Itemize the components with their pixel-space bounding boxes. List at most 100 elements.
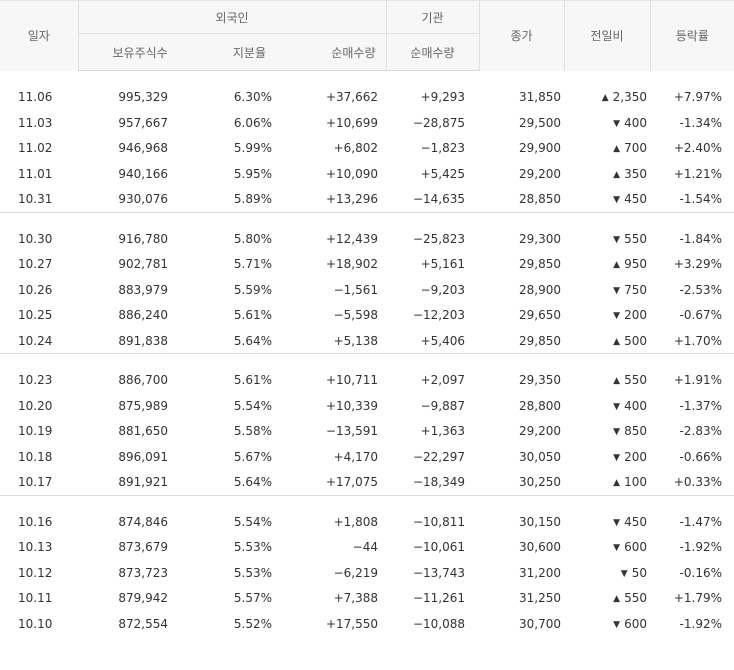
cell-ratio: 5.59% <box>233 282 272 297</box>
header-foreign: 외국인 <box>77 0 386 34</box>
cell-close: 30,600 <box>519 540 561 555</box>
triangle-down-icon: ▼ <box>613 401 621 412</box>
cell-rate: -2.53% <box>679 282 722 297</box>
table-header: 일자 외국인 기관 종가 전일비 등락률 보유주식수 지분율 순매수량 순매수량 <box>0 0 734 71</box>
cell-close: 29,850 <box>519 333 561 348</box>
header-rate: 등락률 <box>649 0 734 71</box>
cell-date: 11.06 <box>18 90 53 105</box>
triangle-down-icon: ▼ <box>613 195 621 205</box>
cell-date: 10.24 <box>18 333 53 348</box>
triangle-down-icon: ▼ <box>613 118 621 129</box>
cell-diff: ▼ 550 <box>564 226 650 252</box>
diff-value: 600 <box>624 540 647 555</box>
cell-diff: ▲ 550 <box>564 586 650 612</box>
header-ratio: 지분율 <box>170 33 276 71</box>
cell-holdings: 995,329 <box>118 90 168 105</box>
cell-foreign-net: +1,808 <box>333 514 378 529</box>
table-row: 10.19 881,650 5.58% −13,591 +1,363 29,200 ▼ 850… <box>0 419 734 445</box>
triangle-up-icon: ▲ <box>613 376 621 387</box>
cell-diff: ▲ 950 <box>564 252 650 278</box>
cell-holdings: 891,921 <box>118 475 168 489</box>
cell-ratio: 6.30% <box>233 90 272 105</box>
triangle-down-icon: ▼ <box>613 234 621 245</box>
cell-diff: ▲ 700 <box>564 136 650 162</box>
diff-value: 450 <box>624 514 647 529</box>
cell-diff: ▼ 450 <box>564 187 650 213</box>
header-foreign-net: 순매수량 <box>276 33 386 71</box>
header-holdings: 보유주식수 <box>77 33 170 71</box>
cell-ratio: 5.89% <box>233 192 272 206</box>
cell-date: 11.03 <box>18 115 53 130</box>
triangle-down-icon: ▼ <box>613 452 621 463</box>
diff-value: 400 <box>624 115 647 130</box>
cell-holdings: 940,166 <box>118 166 168 181</box>
cell-rate: +2.40% <box>673 141 722 156</box>
cell-rate: -0.16% <box>679 565 722 580</box>
cell-date: 10.16 <box>18 514 53 529</box>
cell-foreign-net: +6,802 <box>333 141 378 156</box>
cell-inst-net: −1,823 <box>420 141 465 156</box>
cell-inst-net: −10,061 <box>412 540 465 555</box>
triangle-up-icon: ▲ <box>601 93 609 104</box>
cell-rate: -1.84% <box>679 231 722 246</box>
cell-close: 29,200 <box>519 424 561 439</box>
cell-holdings: 891,838 <box>118 333 168 348</box>
table-row: 10.20 875,989 5.54% +10,339 −9,887 28,800 ▼ 400… <box>0 393 734 419</box>
cell-rate: +3.29% <box>673 257 722 272</box>
cell-foreign-net: −5,598 <box>333 308 378 323</box>
cell-foreign-net: +7,388 <box>333 591 378 606</box>
header-diff: 전일비 <box>563 0 650 71</box>
cell-close: 29,650 <box>519 308 561 323</box>
diff-value: 850 <box>624 424 647 439</box>
cell-inst-net: −22,297 <box>412 449 465 464</box>
cell-close: 30,700 <box>519 616 561 631</box>
group-separator <box>0 211 734 226</box>
cell-holdings: 875,989 <box>118 398 168 413</box>
cell-holdings: 946,968 <box>118 141 168 156</box>
cell-holdings: 872,554 <box>118 616 168 631</box>
cell-holdings: 916,780 <box>118 231 168 246</box>
cell-ratio: 5.80% <box>233 231 272 246</box>
cell-rate: +1.79% <box>673 591 722 606</box>
cell-rate: -1.92% <box>679 616 722 631</box>
cell-inst-net: −10,811 <box>412 514 465 529</box>
cell-inst-net: −13,743 <box>412 565 465 580</box>
cell-foreign-net: +12,439 <box>325 231 378 246</box>
cell-close: 28,850 <box>519 192 561 206</box>
cell-close: 28,800 <box>519 398 561 413</box>
cell-close: 31,250 <box>519 591 561 606</box>
cell-date: 10.20 <box>18 398 53 413</box>
cell-holdings: 930,076 <box>118 192 168 206</box>
diff-value: 100 <box>624 475 647 489</box>
cell-diff: ▲ 100 <box>564 470 650 496</box>
cell-holdings: 879,942 <box>118 591 168 606</box>
cell-diff: ▲ 550 <box>564 368 650 394</box>
cell-diff: ▼ 750 <box>564 277 650 303</box>
diff-value: 700 <box>624 141 647 156</box>
header-inst-net: 순매수량 <box>385 33 479 71</box>
cell-date: 10.11 <box>18 591 53 606</box>
cell-diff: ▼ 200 <box>564 303 650 329</box>
cell-holdings: 886,240 <box>118 308 168 323</box>
triangle-down-icon: ▼ <box>613 311 621 322</box>
cell-foreign-net: +4,170 <box>333 449 378 464</box>
cell-holdings: 873,679 <box>118 540 168 555</box>
diff-value: 450 <box>624 192 647 206</box>
cell-close: 30,050 <box>519 449 561 464</box>
cell-close: 29,350 <box>519 373 561 388</box>
cell-foreign-net: +37,662 <box>325 90 378 105</box>
cell-foreign-net: +10,339 <box>325 398 378 413</box>
cell-ratio: 5.64% <box>233 333 272 348</box>
cell-ratio: 5.57% <box>233 591 272 606</box>
cell-close: 28,900 <box>519 282 561 297</box>
diff-value: 950 <box>624 257 647 272</box>
cell-date: 10.18 <box>18 449 53 464</box>
cell-ratio: 5.58% <box>233 424 272 439</box>
table-body: 11.06 995,329 6.30% +37,662 +9,293 31,850 ▲ 2,3… <box>0 71 734 637</box>
triangle-down-icon: ▼ <box>620 568 628 579</box>
cell-diff: ▼ 200 <box>564 444 650 470</box>
cell-inst-net: +5,425 <box>420 166 465 181</box>
cell-diff: ▼ 600 <box>564 611 650 637</box>
cell-close: 29,900 <box>519 141 561 156</box>
cell-diff: ▼ 400 <box>564 393 650 419</box>
